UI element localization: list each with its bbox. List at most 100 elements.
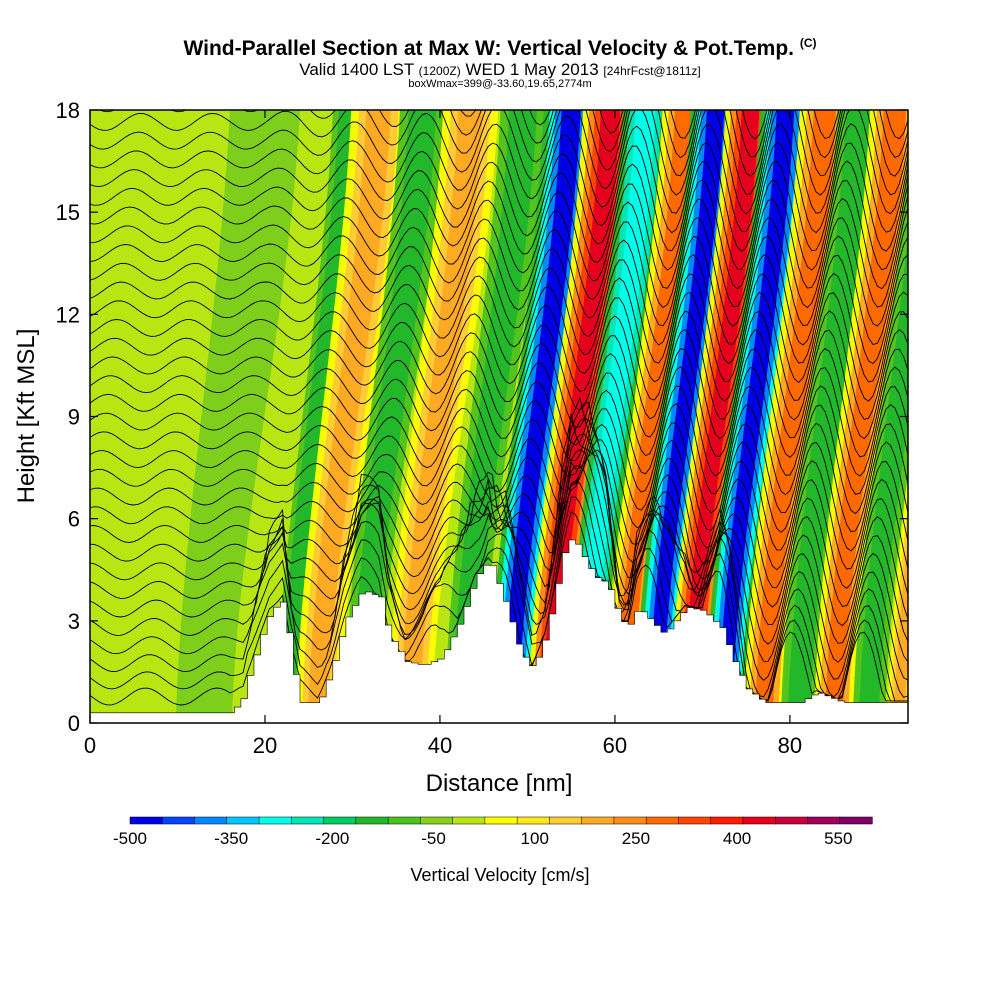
y-axis: 0 3 6 9 12 15 18 — [56, 98, 908, 736]
colorbar-swatch — [226, 816, 260, 825]
terrain-mask — [90, 539, 908, 723]
colorbar-swatch — [516, 816, 551, 825]
y-axis-label: Height [Kft MSL] — [13, 329, 40, 504]
chart-subtitle: Valid 1400 LST (1200Z) WED 1 May 2013 [2… — [0, 60, 1000, 80]
theta-contour-line — [90, 254, 908, 365]
colorbar-tick-label: 400 — [723, 829, 751, 848]
theta-contour-line — [90, 449, 908, 571]
colorbar-swatch — [774, 816, 809, 825]
colorbar-tick-label: -50 — [421, 829, 446, 848]
y-tick-label: 15 — [56, 200, 80, 225]
velocity-band — [647, 110, 725, 723]
theta-contour-line — [90, 403, 908, 515]
velocity-band — [858, 233, 908, 723]
terrain-shape — [90, 539, 908, 723]
colorbar-tick-label: -350 — [214, 829, 248, 848]
theta-contour-line — [90, 433, 908, 663]
velocity-band — [279, 110, 358, 723]
velocity-band — [350, 110, 437, 723]
theta-contour-line — [90, 329, 908, 440]
colorbar-swatch — [387, 816, 421, 825]
theta-contour-line — [90, 235, 908, 346]
colorbar-swatch — [194, 816, 228, 825]
x-tick-label: 0 — [84, 733, 96, 758]
colorbar-title: Vertical Velocity [cm/s] — [410, 865, 589, 885]
valid-date: WED 1 May 2013 — [465, 60, 599, 79]
x-axis-label: Distance [nm] — [426, 770, 573, 797]
colorbar-tick-label: 250 — [622, 829, 650, 848]
y-tick-label: 0 — [68, 711, 80, 736]
theta-contour-line — [90, 366, 908, 477]
box-info: boxWmax=399@-33.60,19.65,2774m — [408, 78, 592, 90]
x-tick-label: 60 — [603, 733, 627, 758]
theta-contour-line — [90, 347, 908, 459]
theta-contour-line — [90, 291, 908, 402]
forecast-info: [24hrFcst@1811z] — [603, 64, 701, 78]
velocity-band — [450, 110, 537, 723]
theta-contour-line — [90, 480, 908, 702]
colorbar-swatch — [420, 816, 454, 825]
colorbar: -500 -350 -200 -50 100 250 400 550 — [113, 816, 873, 848]
y-tick-label: 18 — [56, 98, 80, 123]
theta-contour-line — [90, 123, 908, 234]
colorbar-swatch — [645, 816, 680, 825]
colorbar-swatch — [452, 816, 486, 825]
theta-contour-line — [90, 110, 908, 178]
y-tick-label: 12 — [56, 302, 80, 327]
colorbar-tick-label: -200 — [315, 829, 349, 848]
colorbar-swatch — [581, 816, 615, 825]
y-tick-label: 9 — [68, 405, 80, 430]
x-tick-label: 40 — [428, 733, 452, 758]
theta-contour-line — [90, 401, 908, 627]
velocity-band — [307, 110, 391, 723]
colorbar-swatch — [678, 816, 712, 825]
velocity-band — [824, 110, 906, 723]
theta-contour-line — [90, 413, 908, 589]
colorbar-swatch — [323, 816, 357, 825]
colorbar-swatch — [549, 816, 583, 825]
colorbar-tick-label: -500 — [113, 829, 147, 848]
colorbar-tick-label: 550 — [824, 829, 852, 848]
y-tick-label: 6 — [68, 507, 80, 532]
colorbar-swatch — [742, 816, 776, 825]
velocity-band — [541, 110, 621, 723]
colorbar-swatch — [258, 816, 292, 825]
velocity-field — [90, 110, 908, 723]
theta-contour-line — [90, 439, 908, 552]
valid-time: Valid 1400 LST — [299, 60, 414, 79]
theta-contour-line — [90, 141, 908, 252]
theta-contour-line — [90, 198, 908, 309]
theta-contour-line — [90, 310, 908, 421]
theta-contours — [90, 110, 908, 706]
colorbar-swatch — [710, 816, 744, 825]
x-tick-label: 20 — [253, 733, 277, 758]
theta-contour-line — [90, 110, 908, 196]
x-axis: 0 20 40 60 80 — [84, 110, 802, 758]
colorbar-swatch — [162, 816, 196, 825]
colorbar-swatch — [613, 816, 647, 825]
colorbar-swatch — [355, 816, 389, 825]
colorbar-swatch — [129, 816, 163, 825]
theta-contour-line — [90, 179, 908, 290]
colorbar-swatch — [484, 816, 518, 825]
velocity-band — [787, 110, 874, 723]
theta-contour-line — [90, 465, 908, 698]
colorbar-swatch — [839, 816, 873, 825]
velocity-band — [682, 110, 760, 723]
utc-time: (1200Z) — [418, 64, 461, 78]
chart-title: Wind-Parallel Section at Max W: Vertical… — [0, 36, 1000, 61]
copyright-mark: (C) — [799, 36, 817, 50]
theta-contour-line — [90, 272, 908, 384]
y-tick-label: 3 — [68, 609, 80, 634]
theta-contour-line — [90, 396, 908, 608]
theta-contour-line — [90, 448, 908, 681]
colorbar-swatch — [807, 816, 841, 825]
theta-contour-line — [90, 216, 908, 327]
chart-title-text: Wind-Parallel Section at Max W: Vertical… — [183, 37, 794, 60]
theta-contour-line — [90, 422, 908, 533]
velocity-band — [502, 110, 581, 723]
velocity-band — [717, 110, 795, 723]
colorbar-tick-label: 100 — [521, 829, 549, 848]
x-tick-label: 80 — [778, 733, 802, 758]
